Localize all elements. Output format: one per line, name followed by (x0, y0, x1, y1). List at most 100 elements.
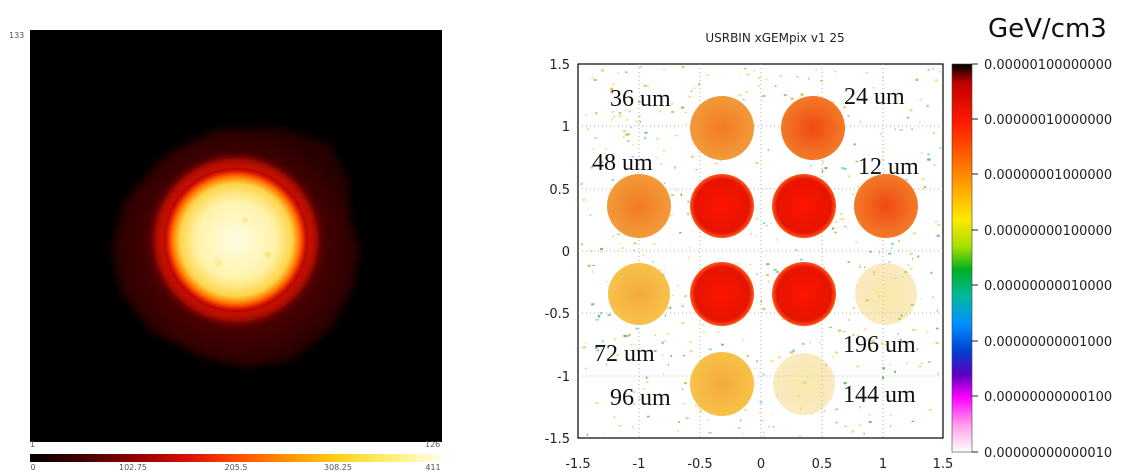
noise-speck (698, 75, 701, 78)
noise-speck (743, 98, 745, 101)
noise-speck (737, 263, 740, 265)
noise-speck (839, 218, 842, 221)
noise-speck (919, 99, 922, 101)
noise-speck (714, 261, 716, 264)
noise-speck (618, 114, 622, 117)
x-tick-label: 1.5 (933, 457, 954, 472)
noise-speck (911, 420, 915, 422)
noise-speck (702, 330, 705, 333)
noise-speck (635, 344, 637, 346)
noise-speck (834, 220, 838, 223)
noise-speck (699, 409, 702, 413)
noise-speck (927, 153, 930, 156)
noise-speck (863, 432, 865, 435)
noise-speck (639, 66, 642, 68)
noise-speck (817, 93, 819, 96)
noise-speck (638, 398, 641, 401)
noise-speck (760, 300, 762, 303)
noise-speck (809, 341, 811, 344)
noise-speck (880, 342, 884, 345)
noise-speck (939, 147, 942, 149)
noise-speck (655, 157, 658, 159)
noise-speck (753, 368, 755, 370)
noise-speck (687, 212, 690, 215)
noise-speck (848, 319, 850, 321)
noise-speck (615, 354, 619, 356)
noise-speck (781, 318, 784, 321)
noise-speck (820, 79, 823, 82)
noise-speck (859, 406, 861, 409)
noise-speck (779, 74, 782, 77)
noise-speck (670, 214, 673, 217)
noise-speck (618, 425, 621, 427)
noise-speck (644, 136, 646, 140)
noise-speck (857, 185, 860, 188)
noise-speck (756, 273, 758, 275)
noise-speck (607, 314, 611, 316)
noise-speck (824, 167, 828, 170)
colorbar-tick-label: 0.00000000000010 (984, 446, 1112, 461)
noise-speck (818, 341, 822, 344)
noise-speck (667, 307, 670, 310)
x-tick-label: 0.5 (812, 457, 833, 472)
noise-speck (773, 426, 775, 428)
noise-speck (745, 91, 748, 94)
noise-speck (934, 220, 938, 223)
noise-speck (587, 264, 591, 267)
noise-speck (744, 67, 747, 70)
noise-speck (866, 338, 868, 341)
noise-speck (695, 169, 698, 171)
noise-speck (684, 295, 687, 297)
noise-speck (857, 335, 859, 337)
noise-speck (921, 178, 925, 181)
noise-speck (606, 281, 608, 283)
noise-speck (739, 71, 741, 73)
noise-speck (920, 152, 924, 154)
noise-speck (627, 132, 631, 136)
noise-speck (898, 249, 900, 252)
noise-speck (749, 264, 753, 266)
noise-speck (930, 271, 933, 274)
noise-speck (666, 333, 669, 335)
noise-speck (689, 350, 693, 353)
noise-speck (843, 106, 846, 109)
noise-speck (625, 335, 629, 337)
spot-196um (855, 263, 917, 325)
noise-speck (888, 252, 892, 255)
noise-speck (823, 267, 826, 269)
noise-speck (928, 408, 932, 411)
annotation-48um: 48 um (592, 150, 653, 176)
noise-speck (682, 355, 685, 357)
noise-speck (753, 283, 755, 285)
noise-speck (591, 148, 595, 150)
noise-speck (611, 111, 615, 113)
noise-speck (685, 123, 687, 126)
noise-speck (802, 342, 805, 345)
noise-speck (916, 348, 919, 351)
noise-speck (664, 182, 666, 184)
noise-speck (771, 412, 773, 415)
noise-speck (582, 199, 585, 201)
noise-speck (618, 112, 621, 114)
noise-speck (603, 431, 605, 433)
colorbar-tick-label: 0.00000001000000 (984, 168, 1112, 183)
noise-speck (759, 412, 762, 414)
spot-72um (608, 263, 670, 325)
noise-speck (847, 261, 850, 263)
noise-speck (881, 96, 883, 98)
left-colorbar (30, 454, 442, 462)
noise-speck (610, 220, 612, 223)
noise-speck (768, 425, 770, 427)
noise-speck (624, 71, 628, 73)
noise-speck (755, 235, 757, 238)
noise-speck (859, 424, 862, 426)
noise-speck (687, 417, 691, 419)
noise-speck (677, 429, 679, 433)
spot-red-3 (690, 262, 754, 326)
noise-speck (667, 364, 670, 366)
noise-speck (894, 370, 897, 373)
noise-speck (838, 329, 841, 332)
noise-speck (834, 71, 837, 73)
noise-speck (643, 388, 646, 390)
noise-speck (762, 95, 766, 97)
